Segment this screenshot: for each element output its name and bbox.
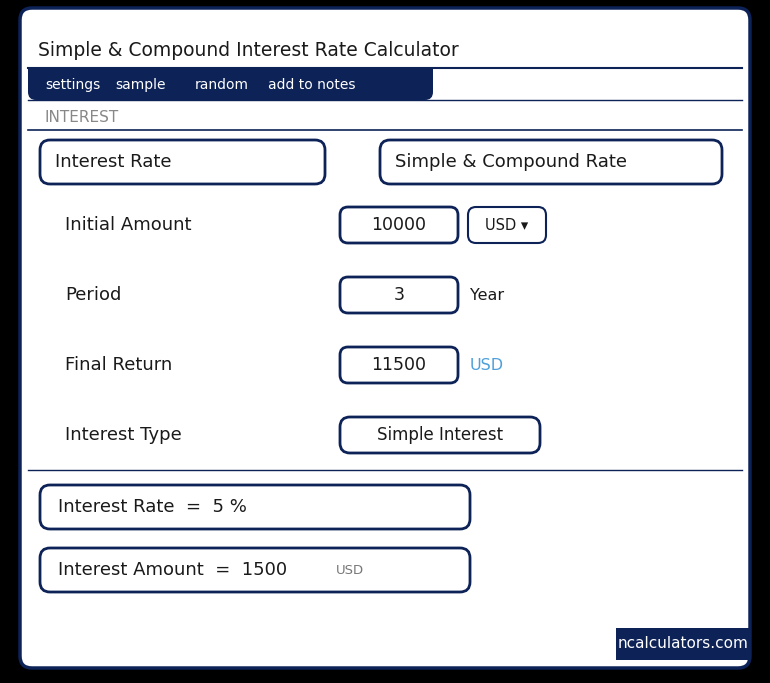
Text: 10000: 10000: [371, 216, 427, 234]
Text: ncalculators.com: ncalculators.com: [618, 637, 748, 652]
Text: USD ▾: USD ▾: [485, 217, 529, 232]
FancyBboxPatch shape: [340, 207, 458, 243]
FancyBboxPatch shape: [40, 548, 470, 592]
Text: Initial Amount: Initial Amount: [65, 216, 192, 234]
FancyBboxPatch shape: [40, 140, 325, 184]
Text: Final Return: Final Return: [65, 356, 172, 374]
FancyBboxPatch shape: [340, 347, 458, 383]
Text: USD: USD: [336, 563, 364, 576]
Text: random: random: [195, 78, 249, 92]
Bar: [616, 628, 750, 660]
Text: sample: sample: [115, 78, 166, 92]
Bar: [28, 68, 433, 84]
FancyBboxPatch shape: [40, 485, 470, 529]
Text: Interest Type: Interest Type: [65, 426, 182, 444]
Text: Simple & Compound Interest Rate Calculator: Simple & Compound Interest Rate Calculat…: [38, 40, 459, 59]
FancyBboxPatch shape: [28, 68, 433, 100]
Text: Simple Interest: Simple Interest: [377, 426, 503, 444]
FancyBboxPatch shape: [340, 417, 540, 453]
Text: settings: settings: [45, 78, 100, 92]
FancyBboxPatch shape: [468, 207, 546, 243]
Text: 11500: 11500: [371, 356, 427, 374]
Text: Interest Rate: Interest Rate: [55, 153, 172, 171]
Text: Simple & Compound Rate: Simple & Compound Rate: [395, 153, 627, 171]
FancyBboxPatch shape: [20, 8, 750, 668]
Text: 3: 3: [393, 286, 404, 304]
Text: Interest Amount  =  1500: Interest Amount = 1500: [58, 561, 293, 579]
Text: add to notes: add to notes: [268, 78, 356, 92]
Text: INTEREST: INTEREST: [45, 111, 119, 126]
Text: Period: Period: [65, 286, 122, 304]
FancyBboxPatch shape: [340, 277, 458, 313]
FancyBboxPatch shape: [380, 140, 722, 184]
Text: Interest Rate  =  5 %: Interest Rate = 5 %: [58, 498, 247, 516]
Text: Year: Year: [470, 288, 504, 303]
Text: USD: USD: [470, 357, 504, 372]
